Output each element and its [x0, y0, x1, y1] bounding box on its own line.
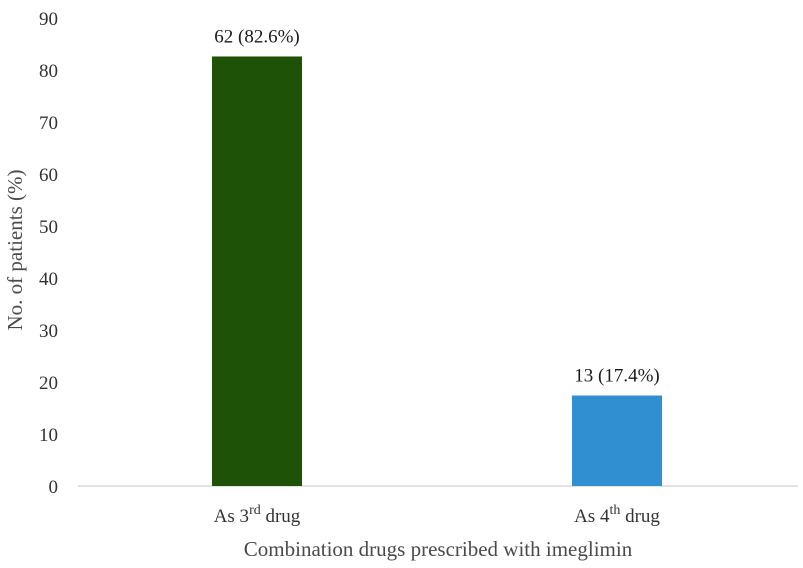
y-tick-label: 50 [39, 217, 58, 238]
y-tick-label: 10 [39, 425, 58, 446]
y-tick-label: 20 [39, 373, 58, 394]
x-tick-label: As 3rd drug [214, 503, 301, 527]
bar [572, 395, 662, 486]
data-labels: 62 (82.6%) 13 (17.4%) [214, 26, 659, 386]
y-tick-label: 40 [39, 269, 58, 290]
bars [212, 56, 662, 486]
bar-data-label: 13 (17.4%) [574, 366, 659, 387]
y-axis-ticks: 0 10 20 30 40 50 60 70 80 90 [39, 9, 58, 498]
y-tick-label: 70 [39, 113, 58, 134]
y-tick-label: 60 [39, 165, 58, 186]
y-tick-label: 90 [39, 9, 58, 30]
x-axis-title: Combination drugs prescribed with imegli… [244, 537, 633, 561]
y-tick-label: 80 [39, 61, 58, 82]
y-tick-label: 30 [39, 321, 58, 342]
bar [212, 56, 302, 486]
y-tick-label: 0 [49, 477, 59, 498]
y-axis-title: No. of patients (%) [3, 170, 27, 331]
x-tick-label: As 4th drug [574, 503, 660, 527]
x-axis-categories: As 3rd drug As 4th drug [214, 503, 661, 527]
bar-data-label: 62 (82.6%) [214, 26, 299, 47]
